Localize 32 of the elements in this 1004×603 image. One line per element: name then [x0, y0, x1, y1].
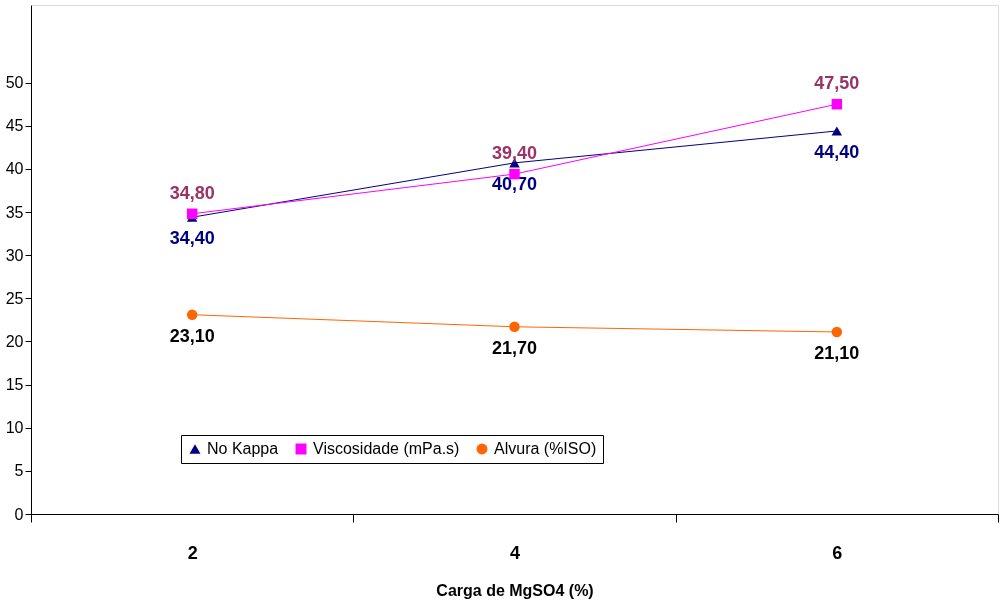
y-tick-label: 5 [14, 462, 24, 480]
data-label: 39,40 [491, 143, 538, 164]
data-label: 40,70 [491, 173, 538, 194]
y-tick-label: 40 [5, 160, 24, 178]
data-label: 21,70 [491, 337, 538, 358]
y-tick-label: 10 [5, 419, 24, 437]
y-tick-label: 45 [5, 117, 24, 135]
x-tick-label: 2 [187, 542, 198, 563]
legend-label: No Kappa [207, 440, 279, 457]
y-tick-label: 50 [5, 74, 24, 92]
legend-label: Alvura (%ISO) [494, 440, 597, 457]
data-label: 34,80 [169, 182, 215, 203]
point [186, 208, 198, 220]
legend-label: Viscosidade (mPa.s) [313, 440, 460, 457]
data-label: 21,10 [814, 342, 860, 363]
y-tick-label: 15 [5, 376, 24, 394]
y-tick-label: 30 [5, 246, 24, 264]
x-axis-title: Carga de MgSO4 (%) [436, 581, 594, 599]
point [831, 98, 843, 110]
point [186, 309, 198, 320]
point [509, 321, 520, 333]
y-tick-label: 35 [5, 203, 24, 221]
data-label: 47,50 [814, 73, 860, 94]
y-tick-label: 25 [5, 289, 24, 307]
y-tick-label: 0 [14, 505, 24, 523]
data-label: 23,10 [169, 325, 215, 346]
y-tick-label: 20 [5, 332, 24, 350]
data-label: 34,40 [169, 228, 215, 249]
data-label: 44,40 [814, 141, 860, 162]
x-tick-label: 4 [509, 542, 521, 563]
x-tick-label: 6 [832, 542, 843, 563]
point [831, 326, 843, 338]
